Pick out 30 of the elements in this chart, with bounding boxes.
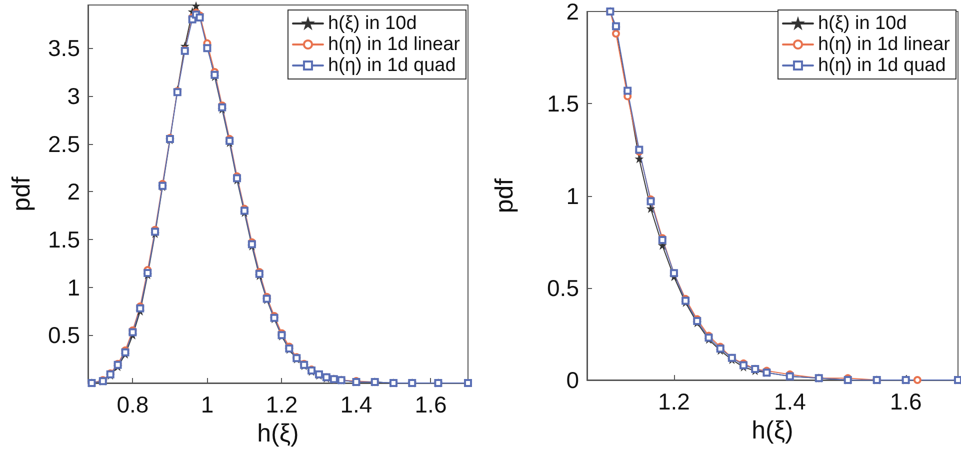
legend-label: h(ξ) in 10d — [328, 13, 417, 34]
x-tick-label: 1.2 — [658, 388, 690, 414]
legend-label: h(η) in 1d linear — [818, 34, 951, 55]
y-tick-label: 1.5 — [48, 226, 80, 252]
y-tick-label: 2 — [67, 178, 80, 205]
y-tick-label: 3 — [67, 82, 80, 109]
x-tick-label: 1.4 — [340, 392, 372, 418]
x-tick-label: 0.8 — [116, 392, 149, 418]
x-tick-label: 1.2 — [266, 392, 298, 418]
x-tick-label: 1 — [200, 392, 214, 418]
x-tick-label: 1.4 — [774, 388, 806, 414]
y-tick-label: 0.5 — [48, 322, 80, 348]
y-tick-label: 1 — [67, 274, 80, 300]
y-tick-label: 0 — [566, 367, 579, 393]
y-axis-title: pdf — [8, 176, 36, 212]
y-tick-label: 1.5 — [547, 90, 579, 117]
x-axis-title: h(ξ) — [257, 419, 299, 448]
x-tick-label: 1.6 — [414, 392, 447, 418]
x-axis-title: h(ξ) — [752, 416, 794, 444]
y-tick-label: 2 — [566, 0, 579, 24]
y-tick-label: 0.5 — [547, 274, 579, 301]
y-tick-label: 3.5 — [48, 35, 80, 62]
legend-label: h(η) in 1d linear — [328, 34, 461, 55]
y-tick-label: 2.5 — [48, 130, 80, 157]
legend-label: h(η) in 1d quad — [328, 55, 456, 76]
y-tick-label: 1 — [566, 182, 579, 209]
y-axis-title: pdf — [490, 178, 518, 214]
legend-label: h(ξ) in 10d — [818, 13, 907, 34]
legend-label: h(η) in 1d quad — [818, 55, 946, 76]
x-tick-label: 1.6 — [890, 388, 922, 414]
